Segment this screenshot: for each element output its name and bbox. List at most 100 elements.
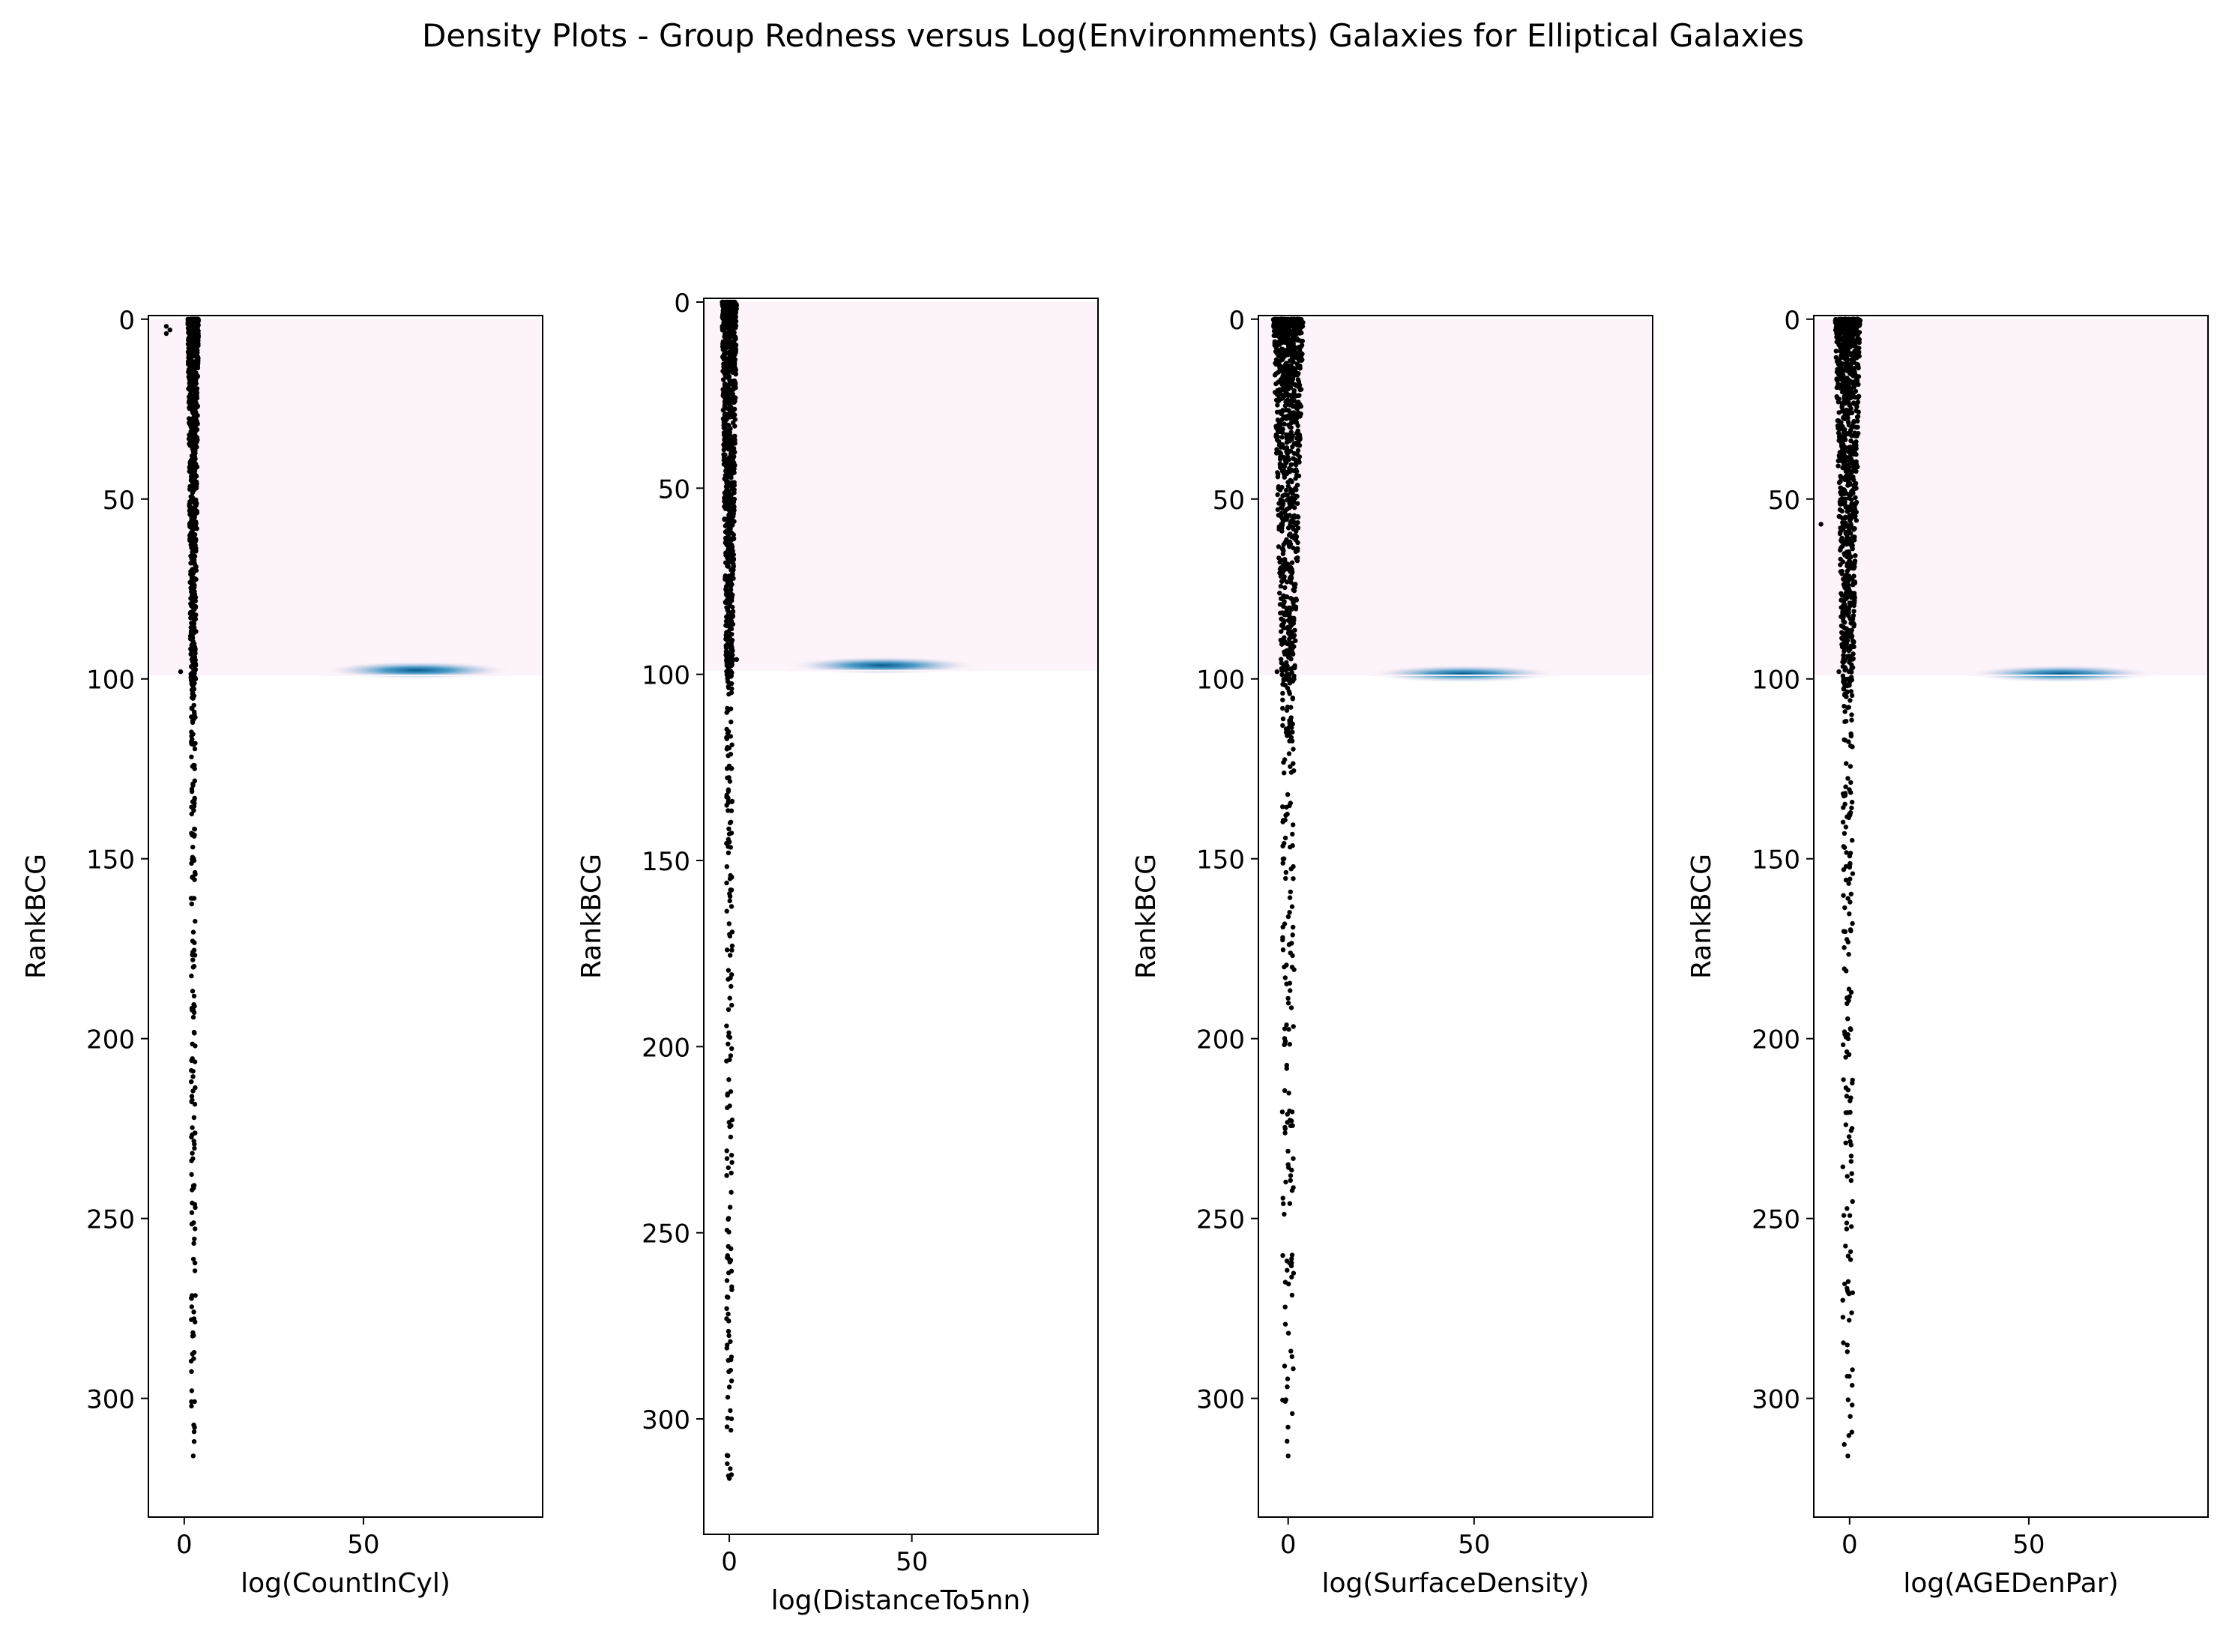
scatter-point	[1850, 488, 1855, 493]
scatter-point	[724, 592, 729, 598]
scatter-point	[1294, 430, 1300, 436]
scatter-point	[726, 582, 732, 588]
scatter-point	[192, 826, 197, 832]
scatter-point	[1282, 1130, 1288, 1136]
scatter-point	[1285, 454, 1291, 460]
scatter-point	[724, 1058, 729, 1064]
scatter-point	[1840, 438, 1846, 443]
scatter-point	[190, 1125, 195, 1130]
scatter-point	[1274, 360, 1279, 365]
scatter-point	[1283, 389, 1288, 394]
scatter-point	[732, 334, 738, 340]
scatter-point	[721, 452, 726, 457]
scatter-point	[1285, 525, 1291, 531]
scatter-point	[192, 1004, 197, 1009]
scatter-point	[1839, 642, 1845, 648]
scatter-point	[1849, 321, 1854, 327]
density-edge	[788, 669, 977, 672]
scatter-point	[1846, 349, 1851, 355]
scatter-point	[1279, 623, 1285, 628]
scatter-point	[720, 302, 726, 307]
scatter-point	[1277, 567, 1283, 572]
scatter-point	[1282, 414, 1288, 420]
scatter-point	[1284, 609, 1289, 615]
scatter-point	[1848, 876, 1853, 881]
scatter-point	[1841, 1213, 1847, 1218]
scatter-point	[1291, 359, 1296, 365]
scatter-point	[729, 808, 735, 813]
scatter-point	[1289, 355, 1295, 360]
scatter-point	[192, 1102, 198, 1107]
scatter-point	[1850, 459, 1855, 464]
scatter-point	[193, 741, 198, 746]
scatter-point	[1294, 596, 1299, 602]
scatter-point	[1855, 362, 1860, 367]
scatter-point	[1849, 633, 1855, 639]
scatter-point	[1842, 737, 1847, 743]
scatter-point	[1847, 812, 1852, 817]
scatter-point	[1850, 1290, 1855, 1295]
scatter-point	[1844, 1094, 1850, 1099]
scatter-point	[721, 361, 726, 367]
scatter-point	[193, 1226, 198, 1232]
scatter-point	[189, 1369, 194, 1375]
scatter-point	[1284, 962, 1289, 968]
scatter-point	[1842, 719, 1848, 724]
y-tick-label: 50	[658, 474, 690, 504]
scatter-point	[189, 471, 195, 477]
scatter-point	[1850, 657, 1855, 662]
scatter-point	[1290, 525, 1296, 530]
scatter-point	[1285, 733, 1290, 738]
scatter-point	[729, 1268, 735, 1274]
scatter-point	[1839, 373, 1845, 379]
scatter-point	[1849, 336, 1854, 341]
scatter-point	[732, 441, 738, 446]
scatter-point	[720, 308, 726, 313]
scatter-point	[1280, 503, 1285, 508]
scatter-point	[1290, 831, 1295, 837]
x-tick-label: 0	[176, 1530, 193, 1560]
scatter-point	[1289, 1274, 1294, 1280]
scatter-point	[1285, 1424, 1291, 1430]
scatter-point	[1846, 449, 1852, 455]
scatter-point	[729, 1354, 735, 1360]
scatter-point	[724, 735, 729, 741]
scatter-point	[1289, 1118, 1294, 1124]
scatter-point	[729, 720, 734, 725]
scatter-point	[722, 399, 728, 404]
scatter-point	[1841, 686, 1847, 691]
scatter-point	[732, 462, 738, 468]
scatter-point	[729, 1190, 734, 1195]
scatter-point	[190, 663, 195, 669]
scatter-point	[729, 742, 735, 747]
scatter-point	[1291, 924, 1296, 930]
scatter-point	[1836, 326, 1842, 331]
scatter-point	[724, 476, 729, 481]
scatter-point	[1848, 1178, 1854, 1184]
scatter-point	[724, 726, 729, 732]
scatter-point	[1282, 1321, 1288, 1327]
scatter-point	[193, 1293, 198, 1298]
y-tick-label: 0	[1784, 306, 1800, 336]
scatter-point	[1840, 1164, 1845, 1169]
scatter-point	[1847, 504, 1853, 510]
scatter-point	[1290, 932, 1295, 938]
scatter-point	[1849, 693, 1855, 699]
scatter-point	[1849, 662, 1854, 668]
scatter-point	[1290, 322, 1295, 327]
scatter-point	[1282, 585, 1288, 591]
scatter-point	[1842, 1441, 1847, 1447]
scatter-point	[1848, 1098, 1853, 1103]
scatter-point	[1843, 593, 1849, 598]
scatter-point	[1845, 689, 1850, 695]
scatter-point	[189, 804, 194, 810]
scatter-point	[1848, 406, 1854, 412]
scatter-point	[1287, 738, 1292, 744]
scatter-point	[1297, 443, 1303, 448]
scatter-point	[730, 446, 736, 452]
scatter-point	[1285, 1162, 1291, 1167]
scatter-point	[190, 528, 196, 533]
scatter-point	[729, 1416, 735, 1422]
scatter-point	[1845, 1206, 1850, 1211]
scatter-point	[1850, 920, 1855, 926]
